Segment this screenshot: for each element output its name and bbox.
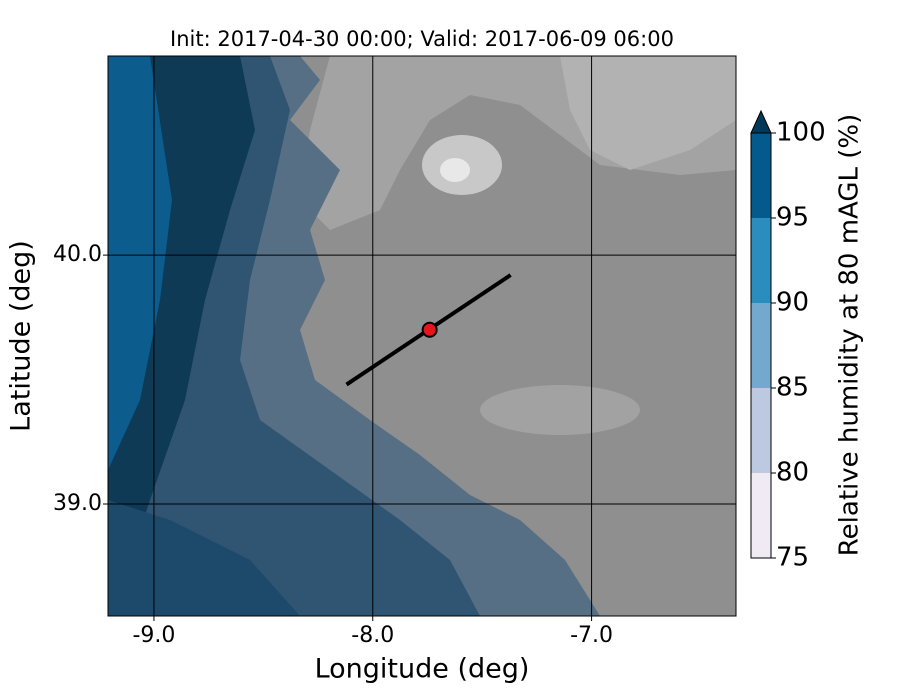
colorbar-bin [751, 133, 771, 218]
colorbar-tick-label: 85 [776, 373, 809, 403]
x-axis-label: Longitude (deg) [315, 654, 530, 685]
grid [108, 56, 736, 616]
colorbar-extension [750, 109, 772, 134]
terrain-light [480, 385, 640, 435]
chart-title: Init: 2017-04-30 00:00; Valid: 2017-06-0… [170, 27, 674, 51]
colorbar-bin [751, 388, 771, 473]
y-axis-label: Latitude (deg) [6, 240, 37, 432]
x-tick-label: -8.0 [351, 623, 394, 648]
colorbar-bin [751, 473, 771, 558]
plot-frame [107, 55, 737, 617]
colorbar-bin [751, 218, 771, 303]
ocean-zone [108, 56, 172, 470]
y-tick-label: 39.0 [53, 491, 102, 516]
colorbar-label: Relative humidity at 80 mAGL (%) [835, 114, 865, 556]
y-tick-label: 40.0 [53, 242, 102, 267]
location-point [421, 321, 438, 338]
colorbar-tick-label: 80 [776, 458, 809, 488]
colorbar-tick-label: 95 [776, 203, 809, 233]
terrain-light [560, 56, 736, 170]
colorbar-tick-label: 75 [776, 543, 809, 573]
colorbar-bin [751, 303, 771, 388]
x-tick-label: -7.0 [570, 623, 613, 648]
map-field [108, 56, 736, 616]
x-tick-label: -9.0 [132, 623, 175, 648]
humid-zone [108, 500, 300, 616]
colorbar-tick-label: 100 [776, 118, 826, 148]
colorbar-tick-label: 90 [776, 288, 809, 318]
terrain-peak [440, 158, 470, 182]
colorbar-frame [750, 132, 772, 559]
